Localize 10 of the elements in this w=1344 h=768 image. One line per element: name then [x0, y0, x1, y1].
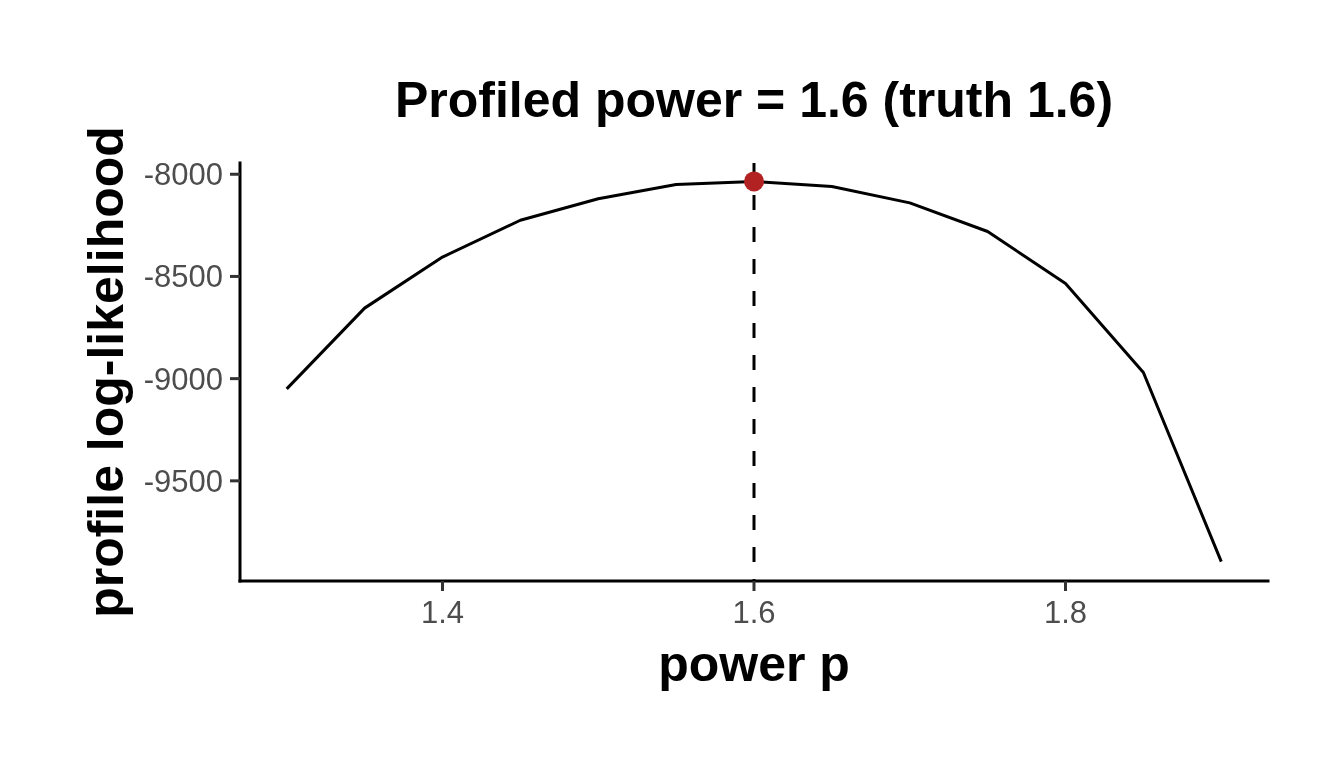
- x-tick-label: 1.6: [732, 595, 776, 630]
- x-axis-title: power p: [658, 636, 850, 692]
- x-tick-label: 1.4: [420, 595, 465, 630]
- y-tick-label: -9500: [143, 463, 223, 499]
- y-tick-label: -9000: [143, 361, 223, 397]
- y-axis-title: profile log-likelihood: [78, 126, 134, 618]
- chart-title: Profiled power = 1.6 (truth 1.6): [394, 72, 1114, 128]
- y-tick-label: -8000: [143, 157, 223, 193]
- y-tick-label: -8500: [143, 259, 223, 295]
- x-tick-label: 1.8: [1043, 595, 1088, 630]
